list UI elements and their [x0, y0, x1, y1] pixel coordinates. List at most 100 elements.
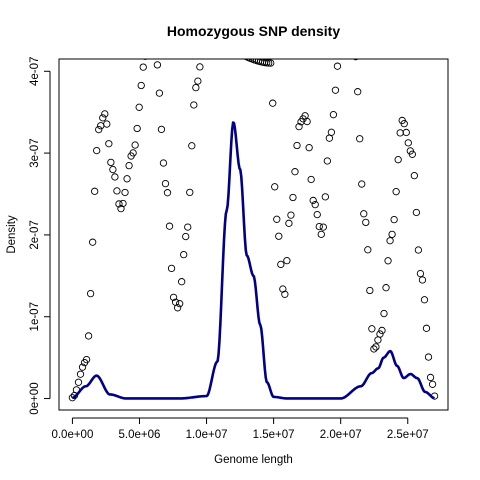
density-point	[358, 180, 366, 188]
y-axis: 0e+00 1e-07 2e-07 3e-07 4e-07	[29, 57, 51, 415]
density-point	[392, 188, 400, 196]
density-point	[386, 237, 394, 245]
y-tick-label: 2e-07	[29, 220, 41, 249]
density-point	[289, 193, 297, 202]
density-point	[402, 128, 410, 137]
density-point	[203, 44, 209, 50]
density-point	[82, 355, 91, 364]
density-point	[279, 285, 287, 293]
density-point	[336, 47, 342, 53]
density-point	[283, 257, 291, 265]
density-point	[271, 183, 279, 191]
density-point	[374, 336, 382, 344]
density-point	[323, 157, 331, 165]
density-point	[293, 141, 301, 150]
density-point	[273, 215, 281, 223]
density-point	[74, 378, 83, 386]
density-point	[205, 44, 211, 50]
density-point	[194, 77, 202, 85]
density-point	[366, 286, 374, 295]
density-point	[412, 208, 421, 217]
density-point	[344, 44, 350, 50]
density-point	[416, 269, 425, 278]
density-point	[165, 222, 174, 230]
y-tick-label: 0e+00	[29, 382, 41, 414]
density-point	[265, 59, 273, 67]
density-point	[163, 189, 172, 197]
y-tick-label: 1e-07	[29, 302, 41, 331]
density-point	[350, 44, 356, 50]
density-point	[178, 278, 186, 286]
density-point	[101, 110, 109, 118]
x-tick-label: 5.0e+06	[119, 429, 161, 441]
density-point	[233, 49, 239, 55]
density-point	[201, 44, 207, 50]
density-point	[109, 165, 117, 174]
density-point	[376, 330, 384, 338]
density-point	[76, 370, 85, 378]
density-point	[356, 135, 364, 143]
density-point	[380, 309, 388, 318]
density-point	[167, 264, 176, 273]
x-axis-label: Genome length	[214, 454, 293, 466]
density-point	[327, 128, 336, 136]
density-point	[348, 44, 354, 50]
density-point	[117, 204, 125, 213]
density-point	[146, 52, 152, 58]
density-point	[315, 222, 323, 231]
density-point	[287, 211, 295, 219]
density-point	[368, 325, 376, 333]
density-point	[428, 380, 437, 388]
density-point	[325, 134, 334, 142]
density-point	[321, 193, 329, 201]
density-point	[362, 218, 370, 227]
density-point	[408, 150, 416, 158]
density-point	[113, 187, 121, 195]
density-point	[227, 47, 233, 53]
density-point	[153, 61, 162, 69]
density-point	[340, 44, 346, 50]
density-point	[246, 59, 255, 63]
density-point	[394, 156, 402, 164]
density-point	[131, 141, 139, 149]
density-point	[242, 59, 247, 60]
density-point	[107, 158, 115, 167]
density-point	[267, 59, 275, 67]
density-point	[175, 299, 184, 308]
density-point	[84, 332, 93, 340]
density-point	[207, 44, 213, 50]
density-point	[331, 86, 340, 94]
density-point	[245, 59, 252, 62]
density-point	[190, 101, 198, 109]
density-point	[275, 232, 283, 240]
density-point	[235, 50, 241, 56]
density-point	[93, 146, 101, 155]
x-tick-label: 1.5e+07	[253, 429, 295, 441]
density-point	[319, 223, 327, 231]
density-point	[384, 257, 392, 265]
density-point	[111, 173, 119, 181]
density-point	[135, 103, 143, 111]
density-point	[295, 123, 303, 131]
density-point	[188, 142, 196, 150]
density-point	[150, 52, 156, 58]
density-point	[311, 200, 319, 209]
density-point	[378, 326, 386, 335]
density-point	[291, 168, 299, 176]
y-tick-label: 3e-07	[29, 138, 41, 167]
density-point	[95, 125, 103, 134]
density-point	[97, 122, 105, 130]
density-point	[424, 353, 433, 361]
density-point	[303, 117, 311, 126]
y-axis-label: Density	[6, 215, 18, 254]
density-point	[199, 50, 205, 56]
density-point	[396, 129, 404, 137]
density-point	[277, 260, 285, 269]
density-point	[103, 120, 111, 128]
density-point	[390, 215, 398, 224]
density-point	[307, 175, 315, 184]
density-point	[346, 44, 352, 50]
density-point	[309, 196, 317, 205]
density-point	[144, 52, 150, 58]
density-point	[115, 200, 123, 208]
